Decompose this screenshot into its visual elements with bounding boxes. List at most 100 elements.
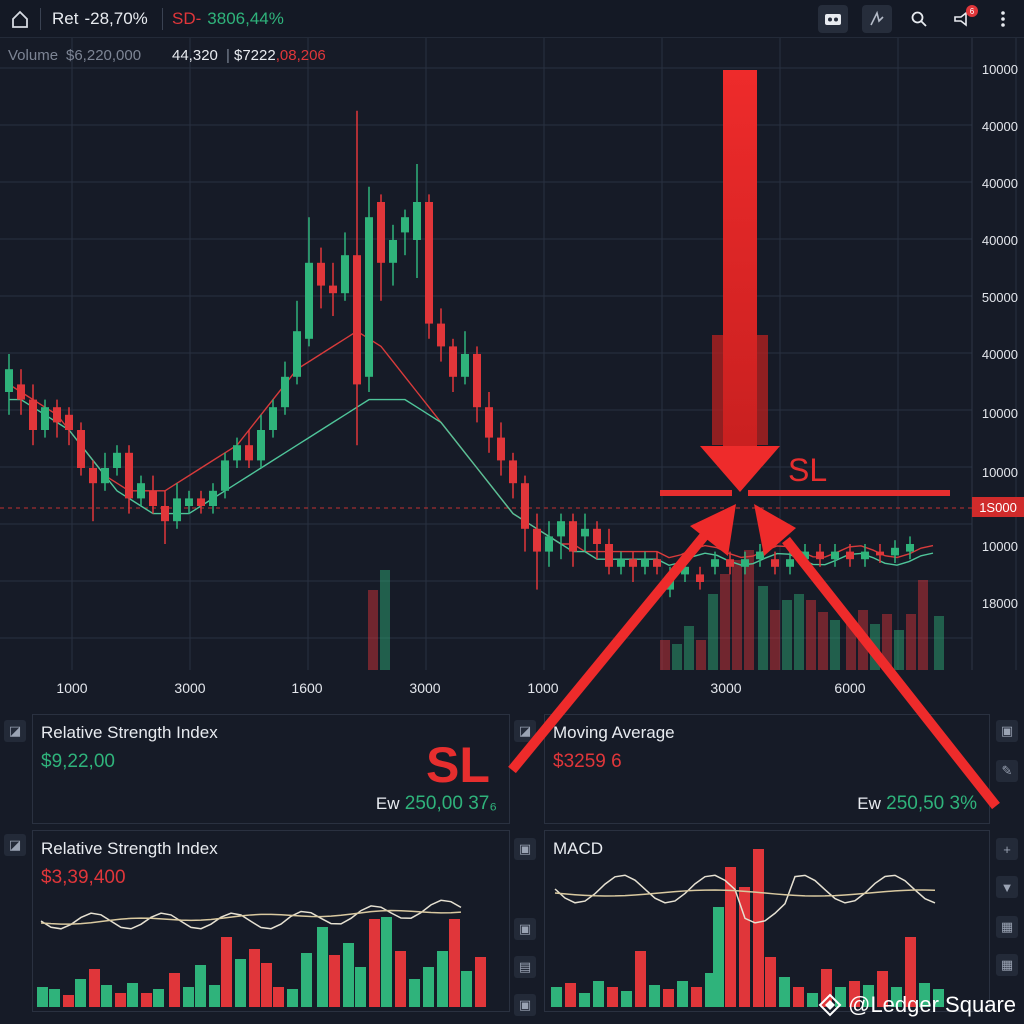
triangle-down-icon[interactable]: ▼ (996, 876, 1018, 898)
moving-average-panel[interactable]: Moving Average $3259 6 Ew 250,50 3% (544, 714, 990, 824)
candle-body (891, 547, 899, 556)
histogram-bar (369, 919, 380, 1007)
edit-icon[interactable]: ✎ (996, 760, 1018, 782)
volume-bar (708, 594, 718, 670)
candle-body (197, 498, 205, 506)
volume-bar (870, 624, 880, 670)
indicator-line (40, 909, 462, 925)
candle-body (545, 536, 553, 552)
histogram-bar (621, 991, 632, 1007)
camera-icon[interactable] (818, 5, 848, 33)
screenshot-icon[interactable]: ▣ (514, 994, 536, 1016)
layout-icon[interactable]: ▣ (514, 838, 536, 860)
y-axis-label: 10000 (981, 62, 1018, 77)
panel-value: $3,39,400 (41, 867, 126, 888)
y-axis-label: 10000 (981, 465, 1018, 480)
candle-body (801, 551, 809, 560)
alert-badge: 6 (966, 5, 978, 17)
histogram-bar (593, 981, 604, 1007)
histogram-bar (807, 993, 818, 1007)
candle-body (149, 490, 157, 506)
sd-ticker[interactable]: SD- 3806,44% (172, 0, 284, 38)
histogram-bar (409, 979, 420, 1007)
pin-icon[interactable]: ◪ (514, 720, 536, 742)
volume-separator: | (226, 46, 230, 64)
candle-body (771, 559, 779, 567)
rsi-panel-top[interactable]: Relative Strength Index $9,22,00 Ew 250,… (32, 714, 510, 824)
search-icon[interactable] (904, 5, 934, 33)
histogram-bar (101, 985, 112, 1007)
x-axis-label: 1000 (527, 680, 559, 696)
histogram-bar (249, 949, 260, 1007)
histogram-bar (381, 917, 392, 1007)
panel-title: Relative Strength Index (41, 723, 218, 742)
candle-body (906, 544, 914, 552)
x-axis-label: 3000 (710, 680, 742, 696)
candle-body (257, 430, 265, 461)
x-axis-label: 6000 (834, 680, 866, 696)
candle-body (756, 551, 764, 560)
rsi-mini-chart (37, 899, 486, 1007)
home-icon[interactable] (10, 0, 30, 38)
candle-body (617, 559, 625, 567)
candle-body (245, 445, 253, 461)
volume-bar (380, 570, 390, 670)
candle-body (831, 551, 839, 560)
candle-body (605, 544, 613, 567)
pin-icon[interactable]: ◪ (4, 720, 26, 742)
candle-body (861, 551, 869, 560)
candle-body (816, 551, 824, 560)
y-axis-label: 50000 (981, 290, 1018, 305)
grid-icon[interactable]: ▦ (996, 954, 1018, 976)
pin-icon[interactable]: ◪ (4, 834, 26, 856)
x-axis-label: 1600 (291, 680, 323, 696)
candle-body (305, 262, 313, 339)
candle-body (876, 551, 884, 556)
panel-value: $9,22,00 (41, 751, 115, 772)
watermark: @Ledger Square (818, 992, 1016, 1018)
y-axis-label: 40000 (981, 119, 1018, 134)
rsi-panel-bottom[interactable]: Relative Strength Index $3,39,400 (32, 830, 510, 1012)
layout-icon[interactable]: ▣ (996, 720, 1018, 742)
volume-bar (684, 626, 694, 670)
volume-bar (794, 594, 804, 670)
histogram-bar (115, 993, 126, 1007)
candle-body (125, 452, 133, 499)
histogram-bar (905, 937, 916, 1007)
grid-icon[interactable]: ▦ (996, 916, 1018, 938)
candle-body (137, 483, 145, 499)
candle-body (353, 255, 361, 385)
plus-icon[interactable]: + (996, 838, 1018, 860)
drawing-tool-icon[interactable] (862, 5, 892, 33)
volume-bar (720, 574, 730, 670)
volume-bar (744, 550, 754, 670)
more-icon[interactable] (988, 5, 1018, 33)
candle-body (786, 559, 794, 567)
candle-body (161, 506, 169, 522)
histogram-bar (677, 981, 688, 1007)
candle-body (77, 430, 85, 468)
price-chart[interactable] (0, 38, 1024, 678)
image-icon[interactable]: ▤ (514, 956, 536, 978)
panel-footer: Ew 250,50 3% (857, 793, 977, 814)
candle-body (497, 437, 505, 461)
histogram-bar (765, 957, 776, 1007)
y-axis-label: 40000 (981, 347, 1018, 362)
ret-ticker[interactable]: Ret -28,70% (52, 0, 148, 38)
candle-body (41, 407, 49, 430)
alert-icon[interactable]: 6 (948, 5, 978, 33)
candle-body (185, 498, 193, 506)
panel-value: $3259 6 (553, 751, 622, 772)
candle-body (437, 323, 445, 347)
volume-bar (368, 590, 378, 670)
layout-icon[interactable]: ▣ (514, 918, 536, 940)
volume-bar (806, 600, 816, 670)
indicator-line (554, 889, 936, 897)
volume-label: Volume (8, 46, 59, 64)
histogram-bar (261, 963, 272, 1007)
panel-footer: Ew 250,00 37₆ (375, 793, 497, 814)
panel-title: MACD (553, 839, 604, 858)
macd-panel[interactable]: MACD (544, 830, 990, 1012)
histogram-bar (89, 969, 100, 1007)
histogram-bar (355, 967, 366, 1007)
